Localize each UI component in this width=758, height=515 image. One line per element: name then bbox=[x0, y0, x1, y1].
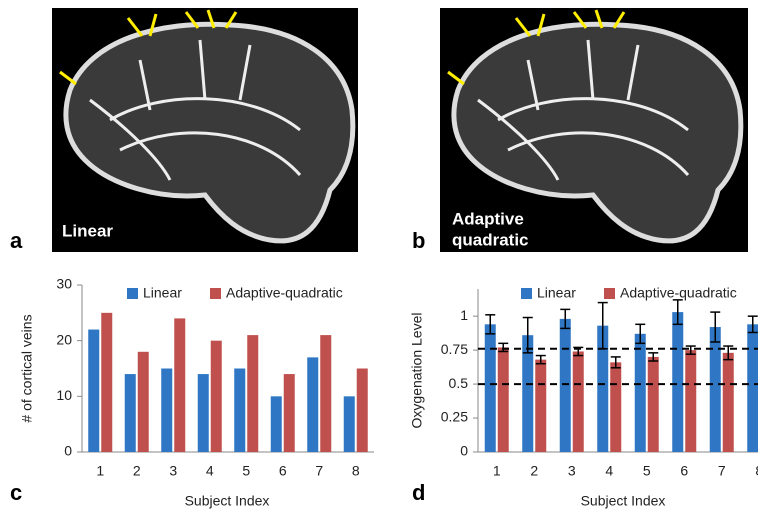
bar bbox=[234, 369, 245, 453]
y-axis-label: Oxygenation Level bbox=[409, 313, 425, 429]
bar bbox=[174, 318, 185, 452]
bar bbox=[138, 352, 149, 452]
x-tick-label: 6 bbox=[279, 463, 287, 479]
legend-swatch bbox=[210, 288, 221, 299]
bar bbox=[573, 351, 584, 452]
x-tick-label: 1 bbox=[493, 463, 501, 479]
panel-letter: a bbox=[10, 228, 23, 253]
bar bbox=[247, 335, 258, 452]
bar bbox=[635, 334, 646, 452]
image-b: Adaptive quadratic bbox=[440, 8, 748, 252]
x-tick-label: 6 bbox=[680, 463, 688, 479]
y-axis-label: # of cortical veins bbox=[19, 314, 35, 422]
y-tick-label: 0 bbox=[460, 443, 468, 459]
bar bbox=[320, 335, 331, 452]
image-label: Linear bbox=[62, 221, 113, 240]
image-a: Linear bbox=[52, 8, 358, 252]
bar bbox=[710, 327, 721, 452]
legend-swatch bbox=[521, 288, 532, 299]
bar bbox=[498, 347, 509, 452]
legend-label: Linear bbox=[537, 285, 576, 301]
x-tick-label: 3 bbox=[568, 463, 576, 479]
bar bbox=[672, 312, 683, 452]
bar bbox=[485, 324, 496, 452]
x-tick-label: 2 bbox=[133, 463, 141, 479]
y-tick-label: 0.75 bbox=[441, 341, 468, 357]
y-tick-label: 0.5 bbox=[449, 375, 469, 391]
x-tick-label: 4 bbox=[605, 463, 613, 479]
bar bbox=[211, 341, 222, 452]
x-axis-label: Subject Index bbox=[581, 493, 666, 509]
bar bbox=[535, 360, 546, 452]
y-tick-label: 0 bbox=[64, 443, 72, 459]
bar bbox=[560, 319, 571, 452]
bar bbox=[284, 374, 295, 452]
bar bbox=[610, 362, 621, 452]
legend-swatch bbox=[604, 288, 615, 299]
panel-letter: c bbox=[10, 480, 22, 505]
legend-label: Linear bbox=[143, 285, 182, 301]
x-tick-label: 7 bbox=[315, 463, 323, 479]
bar bbox=[685, 350, 696, 452]
x-tick-label: 5 bbox=[242, 463, 250, 479]
image-label: quadratic bbox=[452, 230, 529, 249]
bar bbox=[198, 374, 209, 452]
x-tick-label: 1 bbox=[96, 463, 104, 479]
y-tick-label: 10 bbox=[56, 387, 72, 403]
bar bbox=[344, 396, 355, 452]
x-tick-label: 3 bbox=[169, 463, 177, 479]
x-tick-label: 4 bbox=[206, 463, 214, 479]
x-tick-label: 2 bbox=[530, 463, 538, 479]
bar bbox=[101, 313, 112, 452]
legend-label: Adaptive-quadratic bbox=[226, 285, 343, 301]
bar bbox=[723, 353, 734, 452]
y-tick-label: 30 bbox=[56, 276, 72, 292]
bar bbox=[88, 330, 99, 452]
y-tick-label: 0.25 bbox=[441, 409, 468, 425]
image-label: Adaptive bbox=[452, 209, 524, 228]
x-tick-label: 5 bbox=[643, 463, 651, 479]
bar bbox=[161, 369, 172, 453]
legend-label: Adaptive-quadratic bbox=[620, 285, 737, 301]
bar bbox=[357, 369, 368, 453]
bar bbox=[271, 396, 282, 452]
panel-letter: b bbox=[412, 228, 425, 253]
page: Linear Adaptive quadratic a b 0102030cSu… bbox=[0, 0, 758, 515]
bar bbox=[125, 374, 136, 452]
bar bbox=[307, 357, 318, 452]
y-tick-label: 1 bbox=[460, 307, 468, 323]
bar bbox=[747, 324, 758, 452]
legend-swatch bbox=[127, 288, 138, 299]
x-tick-label: 8 bbox=[352, 463, 360, 479]
x-axis-label: Subject Index bbox=[185, 493, 270, 509]
x-tick-label: 7 bbox=[718, 463, 726, 479]
bar bbox=[648, 357, 659, 452]
panel-letter: d bbox=[412, 480, 425, 505]
y-tick-label: 20 bbox=[56, 331, 72, 347]
figure: Linear Adaptive quadratic a b 0102030cSu… bbox=[0, 0, 758, 515]
